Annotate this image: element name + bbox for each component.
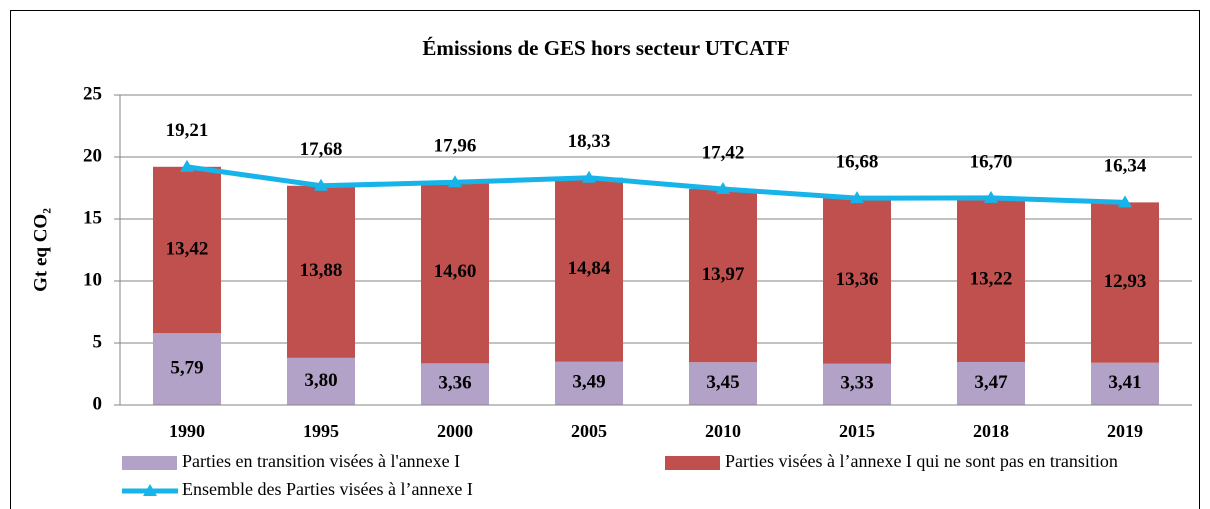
line-marker: [582, 170, 596, 183]
bar-segment: [1091, 202, 1159, 363]
data-label: 14,84: [568, 258, 611, 279]
x-tick-label: 2019: [1107, 421, 1143, 441]
bar-segment: [287, 357, 355, 405]
bar-segment: [1091, 362, 1159, 405]
data-label: 14,60: [434, 261, 477, 282]
data-label: 13,42: [166, 238, 209, 259]
y-axis-label: Gt eq CO₂: [30, 208, 51, 292]
y-tick-label: 15: [83, 207, 102, 228]
data-label: 17,68: [300, 139, 343, 160]
data-label: 13,88: [300, 260, 343, 281]
chart-title: Émissions de GES hors secteur UTCATF: [422, 36, 789, 60]
data-label: 3,36: [438, 373, 471, 394]
bar-segment: [957, 361, 1025, 405]
data-label: 18,33: [568, 131, 611, 152]
bar-segment: [823, 363, 891, 405]
line-marker: [448, 175, 462, 188]
data-label: 3,80: [304, 370, 337, 391]
chart-frame: [10, 10, 1200, 509]
line-marker: [314, 178, 328, 191]
bar-segment: [689, 362, 757, 405]
bar-segment: [153, 166, 221, 334]
data-label: 16,70: [970, 151, 1013, 172]
x-tick-label: 2005: [571, 421, 607, 441]
data-label: 3,47: [974, 372, 1008, 393]
data-label: 12,93: [1104, 271, 1147, 292]
bar-segment: [689, 188, 757, 363]
x-tick-label: 2010: [705, 421, 741, 441]
data-label: 13,22: [970, 268, 1013, 289]
legend-swatch: [665, 456, 720, 470]
legend-label: Parties visées à l’annexe I qui ne sont …: [725, 451, 1118, 471]
data-label: 3,49: [572, 372, 605, 393]
line-marker: [850, 191, 864, 204]
data-label: 5,79: [170, 357, 203, 378]
data-label: 13,97: [702, 264, 745, 285]
y-tick-label: 10: [83, 269, 102, 290]
line-marker: [984, 190, 998, 203]
bar-segment: [957, 198, 1025, 362]
bar-segment: [421, 182, 489, 364]
data-label: 3,45: [706, 372, 739, 393]
legend-swatch: [143, 484, 157, 496]
data-label: 16,68: [836, 152, 879, 173]
bar-segment: [823, 198, 891, 364]
bar-segment: [555, 361, 623, 405]
legend-label: Ensemble des Parties visées à l’annexe I: [182, 479, 473, 499]
line: [186, 164, 1126, 205]
bar-segment: [555, 177, 623, 362]
data-label: 3,41: [1108, 372, 1141, 393]
data-label: 13,36: [836, 269, 879, 290]
bar-segment: [153, 333, 221, 405]
legend-swatch: [122, 456, 177, 470]
data-label: 19,21: [166, 120, 209, 141]
bar-segment: [287, 185, 355, 358]
y-tick-label: 0: [93, 393, 103, 414]
data-label: 16,34: [1104, 156, 1147, 177]
y-tick-label: 25: [83, 83, 102, 104]
x-tick-label: 1995: [303, 421, 339, 441]
x-tick-label: 1990: [169, 421, 205, 441]
line-marker: [180, 159, 194, 172]
bar-segment: [421, 363, 489, 405]
line-marker: [1118, 195, 1132, 208]
legend-label: Parties en transition visées à l'annexe …: [182, 451, 460, 471]
data-label: 3,33: [840, 373, 873, 394]
y-tick-label: 5: [93, 331, 103, 352]
x-tick-label: 2018: [973, 421, 1009, 441]
data-label: 17,42: [702, 142, 745, 163]
x-tick-label: 2000: [437, 421, 473, 441]
data-label: 17,96: [434, 136, 477, 157]
line-marker: [716, 181, 730, 194]
y-tick-label: 20: [83, 145, 102, 166]
x-tick-label: 2015: [839, 421, 875, 441]
